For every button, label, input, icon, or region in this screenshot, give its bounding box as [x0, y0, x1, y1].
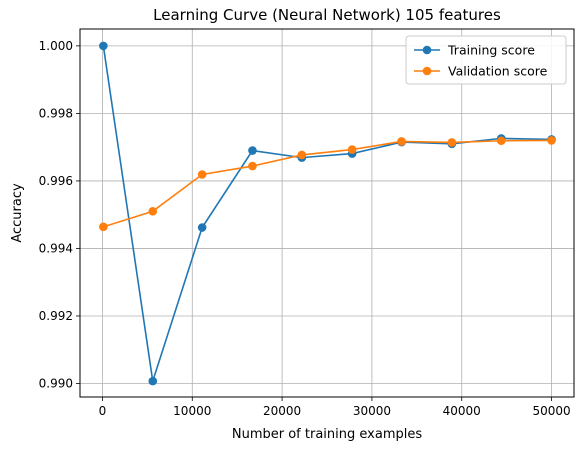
- x-tick-label: 0: [99, 404, 107, 418]
- data-point: [99, 41, 108, 51]
- x-tick-label: 50000: [532, 404, 570, 418]
- data-point: [447, 138, 457, 147]
- data-point: [197, 223, 207, 232]
- data-point: [496, 136, 506, 146]
- series-layer: [99, 41, 556, 386]
- legend-marker: [422, 66, 432, 76]
- legend-marker: [422, 45, 432, 55]
- chart-title: Learning Curve (Neural Network) 105 feat…: [153, 6, 501, 24]
- series-validation-score: [99, 136, 556, 232]
- data-point: [197, 170, 207, 179]
- series-training-score: [99, 41, 556, 386]
- x-tick-label: 20000: [263, 404, 301, 418]
- x-axis-label: Number of training examples: [232, 427, 422, 442]
- ticks: 0 10000 20000 30000 40000 50000 0.990 0.992 0.99…: [39, 39, 571, 418]
- x-tick-label: 40000: [443, 404, 481, 418]
- data-point: [397, 137, 406, 146]
- legend: Training score Validation score: [405, 35, 567, 85]
- y-tick-label: 0.992: [39, 309, 73, 323]
- y-tick-label: 1.000: [39, 39, 73, 53]
- legend-entry: Training score: [447, 43, 535, 58]
- plot-frame: [79, 28, 575, 398]
- data-point: [148, 207, 158, 216]
- data-point: [248, 161, 257, 171]
- data-point: [99, 222, 108, 232]
- data-point: [347, 145, 357, 154]
- x-tick-label: 10000: [173, 404, 211, 418]
- y-tick-label: 0.994: [39, 241, 73, 255]
- grid: [80, 29, 574, 397]
- x-tick-label: 30000: [353, 404, 391, 418]
- legend-box: [405, 35, 567, 85]
- data-point: [248, 146, 257, 155]
- y-axis-label: Accuracy: [10, 183, 25, 243]
- data-point: [297, 150, 307, 160]
- y-tick-label: 0.998: [39, 106, 73, 120]
- y-tick-label: 0.996: [39, 174, 73, 188]
- legend-entry: Validation score: [448, 64, 548, 79]
- series-line: [102, 45, 552, 382]
- data-point: [148, 376, 158, 386]
- y-tick-label: 0.990: [39, 376, 73, 390]
- series-line: [103, 139, 552, 228]
- data-point: [547, 136, 556, 145]
